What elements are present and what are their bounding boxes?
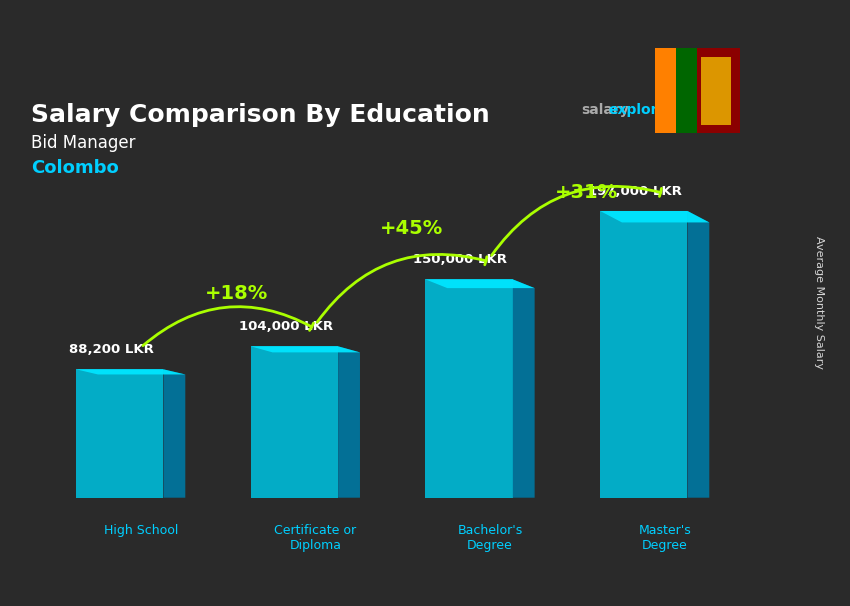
Polygon shape: [600, 211, 709, 222]
Text: Colombo: Colombo: [31, 159, 118, 177]
Polygon shape: [426, 279, 513, 498]
Text: salary: salary: [581, 103, 629, 117]
Bar: [697, 48, 740, 133]
Bar: [676, 48, 697, 133]
Text: High School: High School: [104, 524, 178, 537]
Polygon shape: [688, 211, 709, 498]
Text: explorer: explorer: [609, 103, 674, 117]
Text: Bachelor's
Degree: Bachelor's Degree: [457, 524, 523, 552]
Polygon shape: [338, 347, 360, 498]
Text: +31%: +31%: [554, 182, 618, 202]
Bar: [654, 48, 676, 133]
Text: +18%: +18%: [205, 284, 269, 304]
Polygon shape: [76, 369, 163, 498]
Text: 104,000 LKR: 104,000 LKR: [239, 320, 333, 333]
Text: 150,000 LKR: 150,000 LKR: [413, 253, 507, 266]
Text: +45%: +45%: [380, 219, 443, 238]
Polygon shape: [600, 211, 688, 498]
Text: Bid Manager: Bid Manager: [31, 135, 135, 152]
Text: Certificate or
Diploma: Certificate or Diploma: [275, 524, 356, 552]
Polygon shape: [251, 347, 360, 352]
Polygon shape: [163, 369, 185, 498]
Text: .com: .com: [655, 103, 693, 117]
Text: 88,200 LKR: 88,200 LKR: [69, 343, 154, 356]
Polygon shape: [426, 279, 535, 288]
Polygon shape: [513, 279, 535, 498]
Text: 197,000 LKR: 197,000 LKR: [588, 185, 682, 198]
Polygon shape: [251, 347, 338, 498]
Polygon shape: [76, 369, 185, 375]
Bar: [701, 57, 731, 125]
Text: Master's
Degree: Master's Degree: [638, 524, 691, 552]
Text: Average Monthly Salary: Average Monthly Salary: [814, 236, 824, 370]
Text: Salary Comparison By Education: Salary Comparison By Education: [31, 103, 490, 127]
